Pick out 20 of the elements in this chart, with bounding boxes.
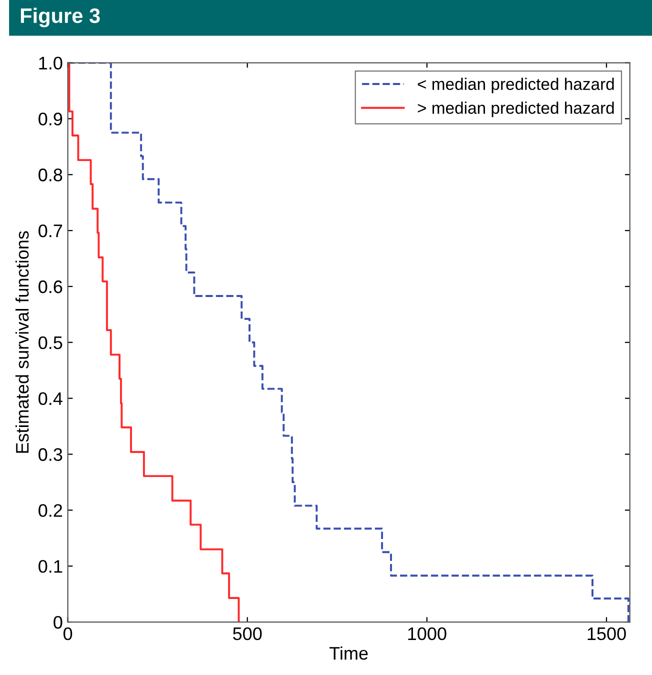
- x-axis-title: Time: [330, 646, 368, 660]
- chart-title: Figure 3: [20, 8, 100, 28]
- y-tick-label: 0: [54, 616, 62, 629]
- y-tick-label: 0.8: [38, 168, 62, 182]
- y-tick-label: 0.4: [38, 392, 62, 406]
- y-tick-label: 0.9: [38, 112, 62, 126]
- legend-label: > median predicted hazard: [418, 102, 614, 118]
- y-tick-label: 0.1: [38, 560, 62, 573]
- x-tick-label: 500: [233, 627, 262, 640]
- x-tick-label: 0: [63, 627, 72, 640]
- y-tick-label: 0.6: [38, 280, 62, 294]
- x-tick-label: 1500: [588, 627, 626, 640]
- y-tick-label: 0.3: [38, 448, 62, 461]
- y-tick-label: 0.2: [38, 504, 62, 517]
- x-tick-label: 1000: [408, 627, 446, 640]
- y-tick-label: 0.5: [38, 336, 62, 350]
- y-tick-label: 1.0: [39, 56, 62, 70]
- legend-label: < median predicted hazard: [418, 78, 614, 94]
- y-tick-label: 0.7: [38, 224, 62, 238]
- y-axis-title: Estimated survival functions: [15, 231, 29, 453]
